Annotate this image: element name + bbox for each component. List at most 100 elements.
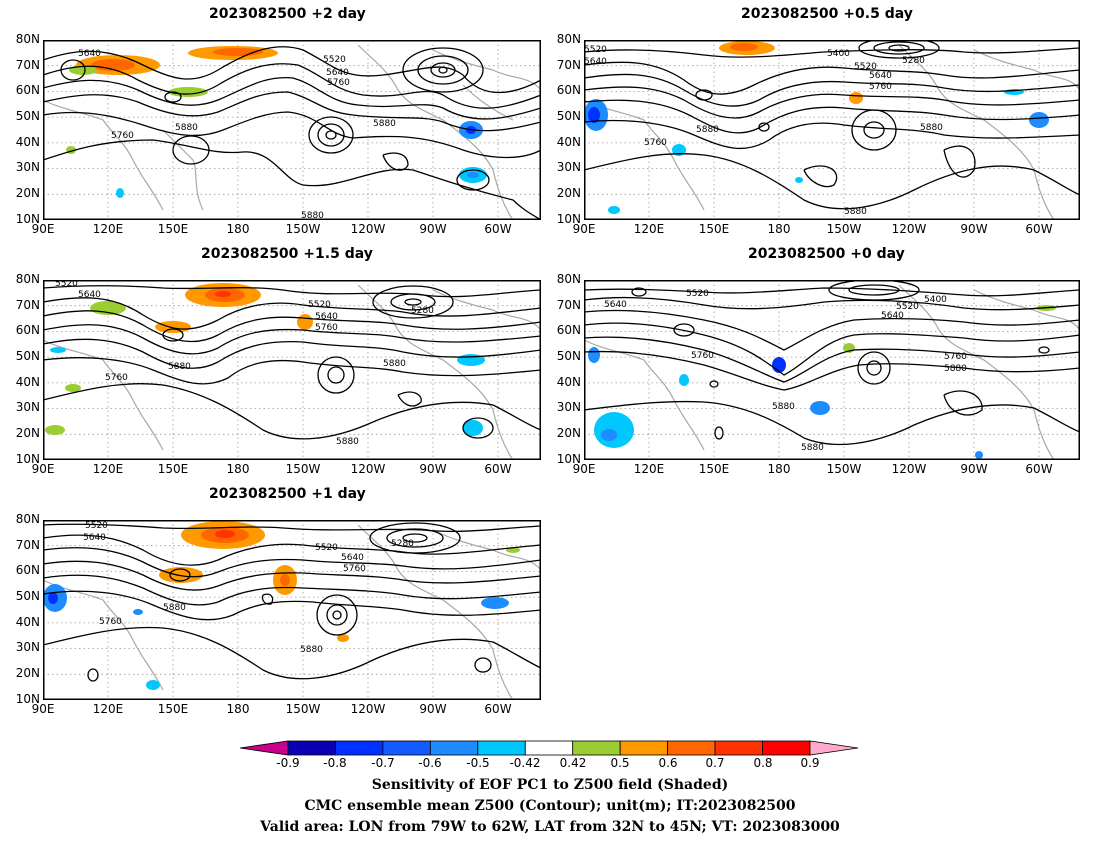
lat-label: 50N (556, 349, 581, 363)
colorbar-label: 0.8 (753, 756, 773, 770)
lon-label: 150E (157, 702, 189, 716)
colorbar-label: -0.42 (509, 756, 541, 770)
sensitivity-shading (43, 521, 520, 690)
contour-label: 5640 (78, 49, 101, 59)
lon-label: 90W (960, 462, 988, 476)
contour-labels: 5640 5520 5400 5520 5640 5760 5760 5880 … (604, 289, 967, 453)
contours (584, 40, 1080, 210)
lat-label: 30N (15, 640, 40, 654)
contour-label: 5760 (327, 78, 350, 88)
colorbar-box (762, 740, 811, 756)
lat-label: 80N (15, 512, 40, 526)
contour-label: 5760 (691, 351, 714, 361)
lat-label: 80N (556, 32, 581, 46)
contour-label: 5880 (163, 603, 186, 613)
coastlines (584, 44, 1080, 220)
lon-label: 120E (92, 222, 124, 236)
colorbar-label: 0.9 (800, 756, 820, 770)
lat-label: 60N (556, 323, 581, 337)
lon-label: 90W (419, 462, 447, 476)
coastlines (43, 44, 541, 220)
colorbar-label: -0.7 (371, 756, 395, 770)
lat-label: 60N (15, 323, 40, 337)
contour-label: 5880 (300, 645, 323, 655)
contour-label: 5880 (944, 364, 967, 374)
contour-label: 5280 (391, 539, 414, 549)
contour-label: 5640 (315, 312, 338, 322)
contours (584, 280, 1080, 446)
lat-label: 30N (15, 160, 40, 174)
contour-label: 5880 (336, 437, 359, 447)
lat-label: 50N (556, 109, 581, 123)
lon-label: 90W (419, 222, 447, 236)
colorbar-label: 0.7 (705, 756, 725, 770)
map-plot: 5640 5520 5400 5520 5640 5760 5760 5880 … (584, 280, 1080, 460)
lat-label: 30N (556, 160, 581, 174)
contours (43, 46, 541, 220)
lat-label: 40N (556, 135, 581, 149)
lat-label: 10N (15, 452, 40, 466)
contour-label: 5520 (854, 62, 877, 72)
lat-label: 50N (15, 349, 40, 363)
contour-label: 5880 (920, 123, 943, 133)
lon-label: 150E (157, 222, 189, 236)
contour-label: 5880 (383, 359, 406, 369)
lat-label: 10N (556, 452, 581, 466)
colorbar-box (619, 740, 669, 756)
contour-label: 5520 (686, 289, 709, 299)
grid-lines (584, 280, 1080, 460)
contour-label: 5880 (175, 123, 198, 133)
lat-label: 80N (15, 272, 40, 286)
lat-label: 80N (556, 272, 581, 286)
lat-label: 60N (15, 83, 40, 97)
lon-label: 120W (350, 702, 386, 716)
sensitivity-shading (584, 41, 1049, 214)
caption-line-2: CMC ensemble mean Z500 (Contour); unit(m… (304, 798, 796, 814)
lat-label: 60N (15, 563, 40, 577)
colorbar-label: -0.9 (276, 756, 300, 770)
lon-label: 90E (31, 462, 55, 476)
caption-line-1: Sensitivity of EOF PC1 to Z500 field (Sh… (371, 777, 729, 793)
lon-label: 90E (31, 222, 55, 236)
contour-label: 5760 (315, 323, 338, 333)
contour-label: 5640 (881, 311, 904, 321)
panel-title: 2023082500 +1 day (209, 486, 366, 502)
grid-lines (43, 520, 541, 700)
contour-label: 5640 (604, 300, 627, 310)
contour-label: 5520 (323, 55, 346, 65)
contour-label: 5400 (924, 295, 947, 305)
lon-label: 120E (633, 222, 665, 236)
lon-label: 180 (226, 462, 250, 476)
contour-label: 5280 (902, 56, 925, 66)
lon-label: 120E (92, 702, 124, 716)
lon-label: 120W (891, 222, 927, 236)
lon-label: 120W (350, 462, 386, 476)
colorbar-box (667, 740, 716, 756)
colorbar-label: 0.5 (610, 756, 630, 770)
lat-label: 70N (15, 58, 40, 72)
contour-label: 5520 (584, 45, 607, 55)
lat-label: 70N (556, 298, 581, 312)
contour-label: 5520 (55, 280, 78, 289)
contour-label: 5880 (301, 211, 324, 220)
lat-label: 20N (15, 666, 40, 680)
lon-label: 150W (285, 222, 321, 236)
sensitivity-shading (45, 283, 485, 436)
lon-label: 180 (226, 222, 250, 236)
lon-label: 60W (484, 702, 512, 716)
lon-label: 150W (826, 222, 862, 236)
lat-label: 80N (15, 32, 40, 46)
colorbar-under-triangle (240, 740, 289, 756)
contour-label: 5760 (644, 138, 667, 148)
lat-label: 40N (15, 615, 40, 629)
colorbar-label: -0.8 (323, 756, 347, 770)
colorbar-box (287, 740, 336, 756)
colorbar-box (382, 740, 431, 756)
lon-label: 180 (226, 702, 250, 716)
lon-label: 150W (285, 462, 321, 476)
lon-label: 150W (826, 462, 862, 476)
lat-label: 60N (556, 83, 581, 97)
contour-label: 5880 (373, 119, 396, 129)
lat-label: 70N (15, 538, 40, 552)
contour-label: 5760 (99, 617, 122, 627)
